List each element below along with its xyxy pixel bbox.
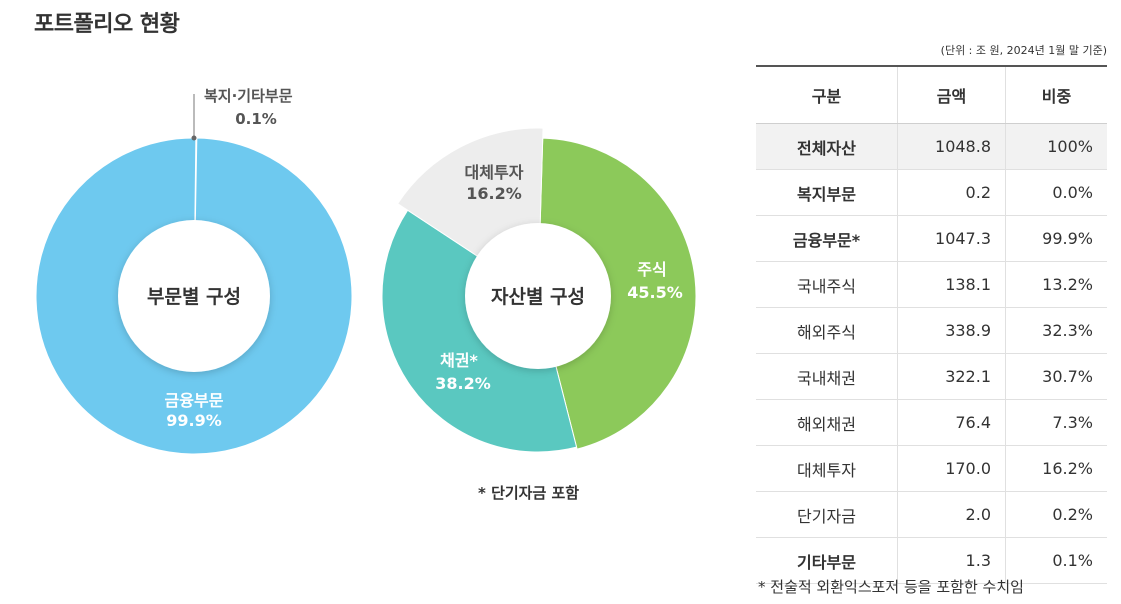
slice-value-welfare-other: 0.1% [235, 110, 277, 128]
table-row: 대체투자 170.0 16.2% [756, 445, 1107, 492]
table-row: 전체자산 1048.8 100% [756, 123, 1107, 170]
row-amount: 322.1 [897, 353, 1006, 400]
asset-chart-title: 자산별 구성 [491, 286, 585, 308]
leader-dot [191, 135, 197, 141]
row-category: 단기자금 [756, 491, 898, 538]
row-category: 금융부문* [756, 215, 898, 262]
asset-chart-footnote: * 단기자금 포함 [478, 484, 580, 502]
row-share: 0.1% [1005, 537, 1107, 584]
slice-value-bond: 38.2% [435, 374, 491, 393]
sector-composition-donut-chart: 부문별 구성 복지·기타부문 0.1% 금융부문 99.9% [35, 87, 353, 455]
row-amount: 170.0 [897, 445, 1006, 492]
row-share: 0.0% [1005, 169, 1107, 216]
page-title: 포트폴리오 현황 [34, 12, 180, 37]
table-row: 국내주식 138.1 13.2% [756, 261, 1107, 308]
slice-value-finance: 99.9% [166, 411, 222, 430]
row-category: 해외채권 [756, 399, 898, 446]
row-share: 13.2% [1005, 261, 1107, 308]
table-row: 국내채권 322.1 30.7% [756, 353, 1107, 400]
table-row: 복지부문 0.2 0.0% [756, 169, 1107, 216]
slice-label-finance: 금융부문 [165, 391, 224, 410]
row-category: 대체투자 [756, 445, 898, 492]
slice-value-alternative: 16.2% [466, 184, 522, 203]
row-amount: 0.2 [897, 169, 1006, 216]
table-row: 금융부문* 1047.3 99.9% [756, 215, 1107, 262]
table-row: 기타부문 1.3 0.1% [756, 537, 1107, 584]
slice-value-equity: 45.5% [627, 283, 683, 302]
row-share: 30.7% [1005, 353, 1107, 400]
slice-label-equity: 주식 [637, 260, 666, 279]
slice-label-welfare-other: 복지·기타부문 [204, 87, 293, 105]
table-header-row: 구분 금액 비중 [756, 65, 1107, 124]
row-share: 7.3% [1005, 399, 1107, 446]
row-amount: 2.0 [897, 491, 1006, 538]
row-share: 100% [1005, 123, 1107, 170]
row-amount: 1047.3 [897, 215, 1006, 262]
row-category: 국내주식 [756, 261, 898, 308]
row-category: 국내채권 [756, 353, 898, 400]
row-category: 전체자산 [756, 123, 898, 170]
table-row: 해외채권 76.4 7.3% [756, 399, 1107, 446]
row-category: 기타부문 [756, 537, 898, 584]
slice-label-alternative: 대체투자 [465, 163, 524, 182]
table-footnote: * 전술적 외환익스포저 등을 포함한 수치임 [758, 578, 1024, 596]
unit-note: (단위 : 조 원, 2024년 1월 말 기준) [940, 44, 1107, 57]
slice-label-bond: 채권* [440, 351, 478, 370]
row-share: 32.3% [1005, 307, 1107, 354]
row-share: 0.2% [1005, 491, 1107, 538]
header-share: 비중 [1005, 65, 1107, 124]
sector-donut-center [118, 220, 270, 372]
row-share: 99.9% [1005, 215, 1107, 262]
asset-composition-donut-chart: 자산별 구성 주식 45.5% 채권* 38.2% 대체투자 16.2% [381, 127, 697, 453]
row-amount: 138.1 [897, 261, 1006, 308]
row-category: 해외주식 [756, 307, 898, 354]
table-row: 해외주식 338.9 32.3% [756, 307, 1107, 354]
row-amount: 1048.8 [897, 123, 1006, 170]
portfolio-table: 구분 금액 비중 전체자산 1048.8 100% 복지부문 0.2 0.0% … [756, 65, 1107, 584]
row-share: 16.2% [1005, 445, 1107, 492]
row-category: 복지부문 [756, 169, 898, 216]
table-row: 단기자금 2.0 0.2% [756, 491, 1107, 538]
row-amount: 338.9 [897, 307, 1006, 354]
header-category: 구분 [756, 65, 898, 124]
row-amount: 76.4 [897, 399, 1006, 446]
asset-donut-center [465, 223, 611, 369]
sector-chart-title: 부문별 구성 [147, 286, 241, 308]
header-amount: 금액 [897, 65, 1006, 124]
row-amount: 1.3 [897, 537, 1006, 584]
